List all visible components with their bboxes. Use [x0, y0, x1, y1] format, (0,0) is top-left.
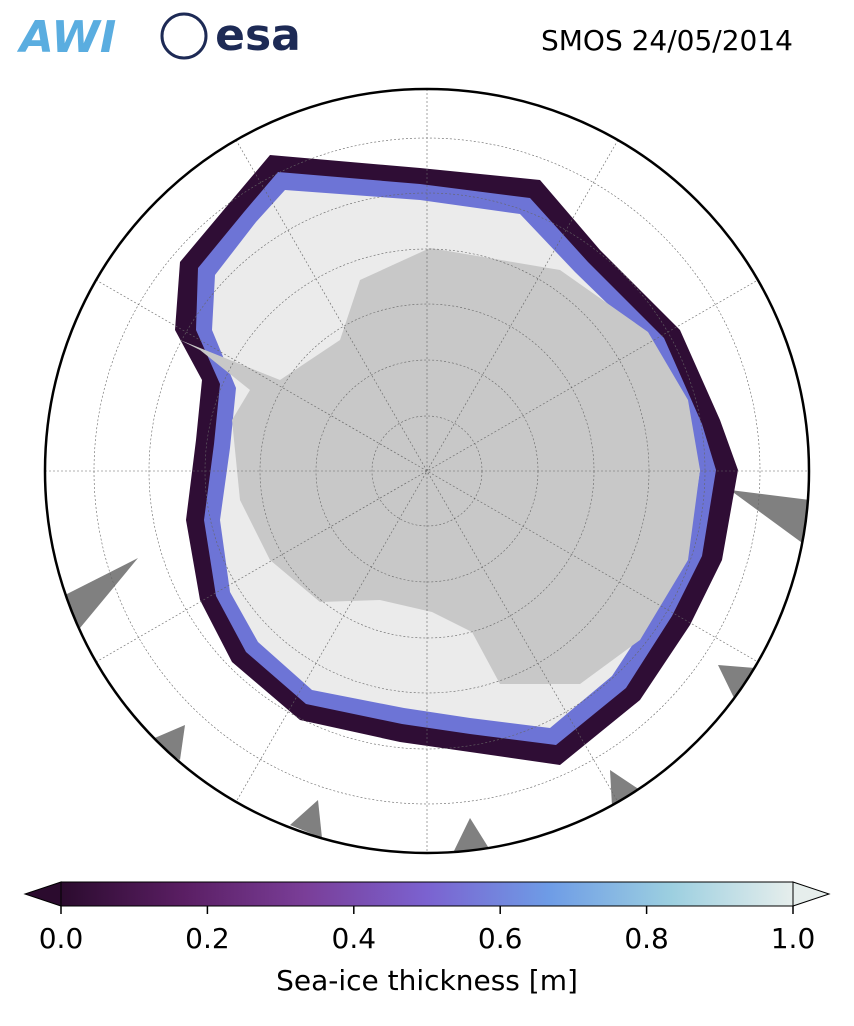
map-frame	[43, 87, 811, 855]
logo-awi: AWI	[17, 12, 117, 63]
land-wedge	[65, 558, 138, 628]
title: SMOS 24/05/2014	[541, 24, 793, 57]
logo-esa: esa	[215, 10, 301, 61]
colorbar-label: Sea-ice thickness [m]	[276, 964, 578, 997]
antarctica	[180, 248, 700, 684]
logo-esa-mark	[160, 12, 208, 60]
map	[45, 89, 809, 853]
graticule	[45, 89, 809, 853]
colorbar-extend-high	[792, 881, 831, 907]
tick-label: 1.0	[771, 922, 816, 955]
land-wedge	[452, 818, 490, 853]
tick-label: 0.0	[39, 922, 84, 955]
colorbar	[60, 881, 794, 907]
tick-label: 0.2	[185, 922, 230, 955]
land-wedge	[290, 800, 322, 838]
land-wedge	[150, 725, 185, 760]
tick-label: 0.4	[332, 922, 377, 955]
land-wedge	[610, 770, 640, 806]
tick-label: 0.6	[478, 922, 523, 955]
land-wedge	[718, 665, 755, 700]
colorbar-extend-low	[23, 881, 62, 907]
land-wedge	[730, 490, 809, 545]
tick-label: 0.8	[624, 922, 669, 955]
